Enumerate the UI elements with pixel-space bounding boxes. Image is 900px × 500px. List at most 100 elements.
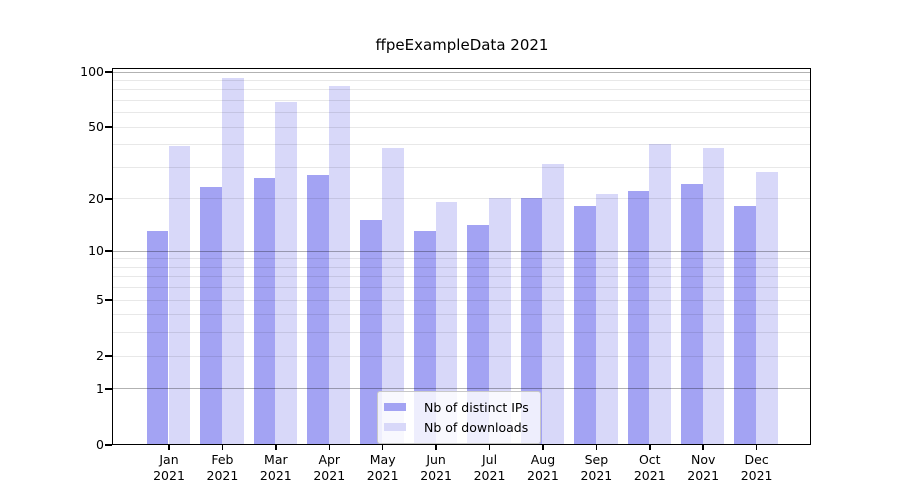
x-tick-label: Dec 2021 xyxy=(725,452,789,484)
x-tick-year: 2021 xyxy=(259,468,292,483)
grid-line-minor xyxy=(113,276,810,278)
legend-swatch-distinct-ips xyxy=(384,403,406,411)
bar-downloads xyxy=(756,171,778,444)
bar-downloads xyxy=(275,101,298,444)
grid-line-minor xyxy=(113,332,810,334)
y-tick-label: 100 xyxy=(80,64,104,79)
grid-line-minor xyxy=(113,112,810,114)
x-tick-mark xyxy=(221,445,224,450)
y-tick-mark xyxy=(105,126,112,128)
bar-distinct-ips xyxy=(413,230,436,444)
x-tick-mark xyxy=(435,445,437,450)
bar-distinct-ips xyxy=(574,206,596,444)
x-tick-label: Nov 2021 xyxy=(671,452,735,484)
bar-downloads xyxy=(702,147,725,444)
bar-distinct-ips xyxy=(520,197,543,444)
bar-downloads xyxy=(435,201,458,444)
legend-row-distinct-ips: Nb of distinct IPs xyxy=(384,397,534,417)
bar-downloads xyxy=(328,85,351,444)
x-tick-year: 2021 xyxy=(633,468,666,483)
x-tick-month: Aug xyxy=(530,452,556,467)
bar-downloads xyxy=(168,145,191,444)
x-tick-month: May xyxy=(369,452,396,467)
grid-line-minor xyxy=(113,198,810,200)
grid-line-minor xyxy=(113,144,810,146)
legend: Nb of distinct IPs Nb of downloads xyxy=(377,391,541,444)
y-tick-label: 0 xyxy=(96,437,104,452)
x-tick-mark xyxy=(275,445,277,450)
x-tick-month: Dec xyxy=(744,452,769,467)
grid-line-minor xyxy=(113,99,810,101)
x-tick-month: Feb xyxy=(211,452,234,467)
x-tick-label: Apr 2021 xyxy=(297,452,361,484)
x-tick-month: Jan xyxy=(159,452,179,467)
x-tick-year: 2021 xyxy=(473,468,506,483)
bar-distinct-ips xyxy=(253,177,276,444)
bar-distinct-ips xyxy=(627,190,650,444)
bar-downloads xyxy=(382,147,404,444)
bar-downloads xyxy=(595,194,618,444)
x-tick-label: Jul 2021 xyxy=(458,452,522,484)
x-tick-mark xyxy=(488,445,491,450)
x-tick-year: 2021 xyxy=(580,468,613,483)
x-tick-mark xyxy=(168,445,170,450)
x-tick-label: Jun 2021 xyxy=(404,452,468,484)
x-tick-month: Jun xyxy=(426,452,446,467)
y-tick-mark xyxy=(105,71,112,73)
x-tick-label: Jan 2021 xyxy=(137,452,201,484)
legend-label-distinct-ips: Nb of distinct IPs xyxy=(424,399,529,415)
x-tick-year: 2021 xyxy=(420,468,452,483)
x-tick-label: Aug 2021 xyxy=(511,452,575,484)
x-tick-year: 2021 xyxy=(527,468,559,483)
bar-distinct-ips xyxy=(360,219,383,444)
bar-distinct-ips xyxy=(681,183,703,444)
y-tick-mark xyxy=(105,299,112,301)
y-tick-label: 2 xyxy=(96,348,104,364)
x-tick-year: 2021 xyxy=(687,468,720,483)
grid-line-major xyxy=(113,388,810,390)
plot-area: Nb of distinct IPs Nb of downloads xyxy=(112,68,811,445)
y-tick-label: 5 xyxy=(96,292,104,308)
bar-distinct-ips xyxy=(307,174,329,444)
grid-line-minor xyxy=(113,287,810,289)
x-tick-label: Mar 2021 xyxy=(244,452,308,484)
grid-line-minor xyxy=(113,299,810,301)
bar-downloads xyxy=(221,77,244,444)
grid-line-minor xyxy=(113,355,810,357)
grid-line-minor xyxy=(113,258,810,260)
bar-distinct-ips xyxy=(146,230,169,444)
grid-line-minor xyxy=(113,266,810,268)
x-tick-label: Oct 2021 xyxy=(618,452,682,484)
y-tick-mark xyxy=(105,444,112,446)
x-tick-mark xyxy=(328,445,330,450)
y-tick-mark xyxy=(105,388,112,390)
y-tick-label: 50 xyxy=(88,119,104,135)
x-tick-label: Feb 2021 xyxy=(190,452,254,484)
bar-distinct-ips xyxy=(467,225,489,444)
bar-downloads xyxy=(649,143,671,444)
x-tick-label: May 2021 xyxy=(351,452,415,484)
y-tick-mark xyxy=(105,250,112,252)
grid-line-minor xyxy=(113,166,810,168)
grid-line-major xyxy=(113,71,810,73)
x-tick-year: 2021 xyxy=(366,468,399,483)
x-tick-mark xyxy=(542,445,544,450)
y-tick-label: 1 xyxy=(96,380,104,396)
x-tick-month: Apr xyxy=(318,452,341,467)
x-tick-label: Sep 2021 xyxy=(564,452,628,484)
x-tick-year: 2021 xyxy=(153,468,185,483)
x-tick-mark xyxy=(381,445,384,450)
x-tick-month: Sep xyxy=(584,452,609,467)
y-tick-mark xyxy=(105,198,112,200)
y-tick-label: 10 xyxy=(88,243,104,259)
x-tick-mark xyxy=(649,445,651,450)
grid-line-major xyxy=(113,250,810,252)
x-tick-year: 2021 xyxy=(206,468,239,483)
grid-line-minor xyxy=(113,89,810,91)
x-tick-month: Oct xyxy=(638,452,661,467)
legend-label-downloads: Nb of downloads xyxy=(424,419,529,435)
grid-line-minor xyxy=(113,314,810,316)
x-tick-month: Nov xyxy=(690,452,716,467)
chart-title: ffpeExampleData 2021 xyxy=(375,36,549,54)
legend-swatch-downloads xyxy=(384,423,406,431)
